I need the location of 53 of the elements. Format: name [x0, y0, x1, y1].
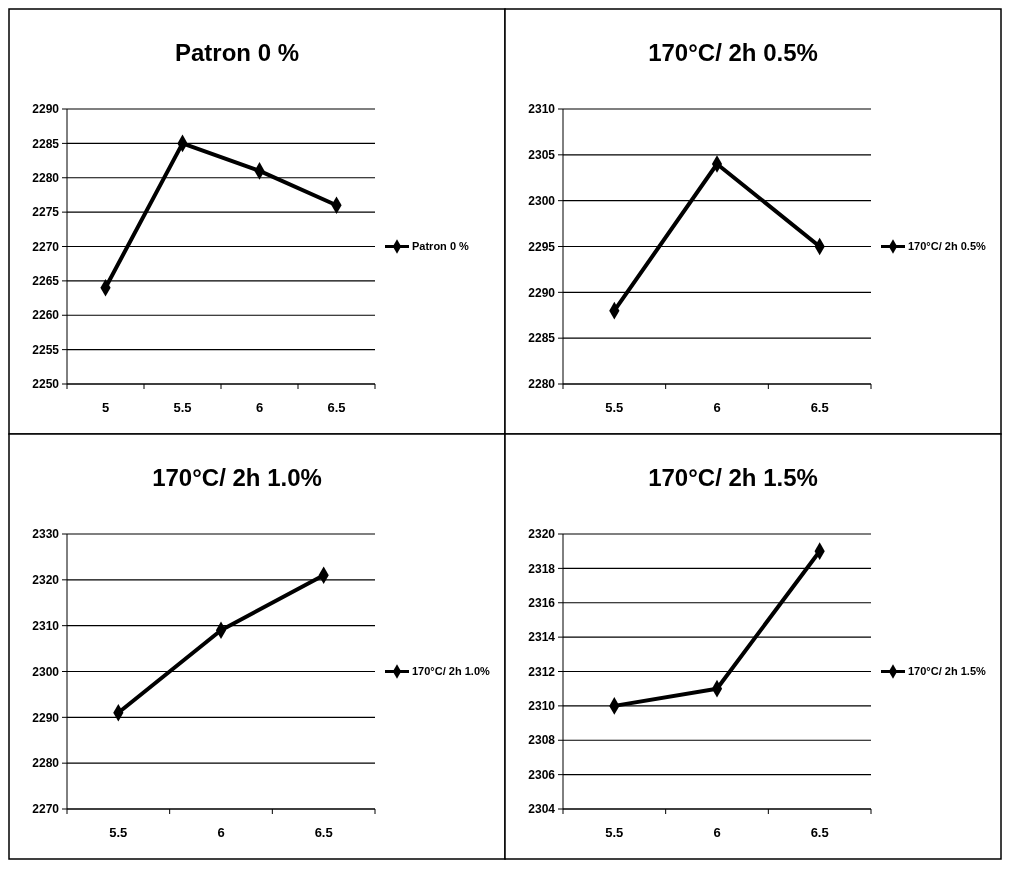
y-tick-label: 2290	[32, 102, 60, 117]
x-tick-label: 6	[217, 825, 225, 840]
y-tick-label: 2280	[32, 170, 60, 185]
legend-label: 170°C/ 2h 0.5%	[908, 240, 986, 253]
y-tick-label: 2265	[32, 274, 60, 289]
x-tick-label: 6.5	[810, 825, 829, 840]
x-tick-label: 5.5	[605, 825, 624, 840]
chart-title: 170°C/ 2h 1.5%	[648, 464, 818, 491]
legend-label: Patron 0 %	[412, 240, 470, 253]
x-tick-label: 5.5	[605, 400, 624, 415]
chart-title: Patron 0 %	[174, 39, 300, 66]
y-tick-label: 2300	[528, 193, 556, 208]
y-tick-label: 2320	[32, 573, 60, 588]
y-tick-label: 2310	[528, 102, 556, 117]
y-tick-label: 2250	[32, 377, 60, 392]
y-tick-label: 2320	[528, 527, 556, 542]
y-tick-label: 2285	[32, 136, 60, 151]
legend-label: 170°C/ 2h 1.5%	[908, 665, 986, 678]
y-tick-label: 2318	[528, 561, 556, 576]
y-tick-label: 2316	[528, 595, 556, 610]
y-tick-label: 2314	[528, 630, 556, 645]
y-tick-label: 2308	[528, 733, 556, 748]
y-tick-label: 2270	[32, 239, 60, 254]
y-tick-label: 2255	[32, 342, 60, 357]
y-tick-label: 2310	[528, 699, 556, 714]
legend-label: 170°C/ 2h 1.0%	[412, 665, 490, 678]
y-tick-label: 2260	[32, 308, 60, 323]
x-tick-label: 6.5	[314, 825, 333, 840]
x-tick-label: 5.5	[109, 825, 128, 840]
y-tick-label: 2295	[528, 239, 556, 254]
y-tick-label: 2290	[32, 710, 60, 725]
y-tick-label: 2310	[32, 618, 60, 633]
y-tick-label: 2275	[32, 205, 60, 220]
chart-title: 170°C/ 2h 1.0%	[152, 464, 322, 491]
x-tick-label: 5.5	[173, 400, 192, 415]
y-tick-label: 2305	[528, 148, 556, 163]
y-tick-label: 2285	[528, 331, 556, 346]
x-tick-label: 6	[713, 825, 721, 840]
y-tick-label: 2306	[528, 767, 556, 782]
y-tick-label: 2330	[32, 527, 60, 542]
x-tick-label: 6.5	[327, 400, 346, 415]
x-tick-label: 6.5	[810, 400, 829, 415]
x-tick-label: 5	[101, 400, 110, 415]
x-tick-label: 6	[255, 400, 264, 415]
y-tick-label: 2280	[528, 377, 556, 392]
y-tick-label: 2300	[32, 664, 60, 679]
y-tick-label: 2280	[32, 756, 60, 771]
y-tick-label: 2290	[528, 285, 556, 300]
chart-title: 170°C/ 2h 0.5%	[648, 39, 818, 66]
y-tick-label: 2304	[528, 802, 556, 817]
y-tick-label: 2270	[32, 802, 60, 817]
x-tick-label: 6	[713, 400, 721, 415]
y-tick-label: 2312	[528, 664, 556, 679]
